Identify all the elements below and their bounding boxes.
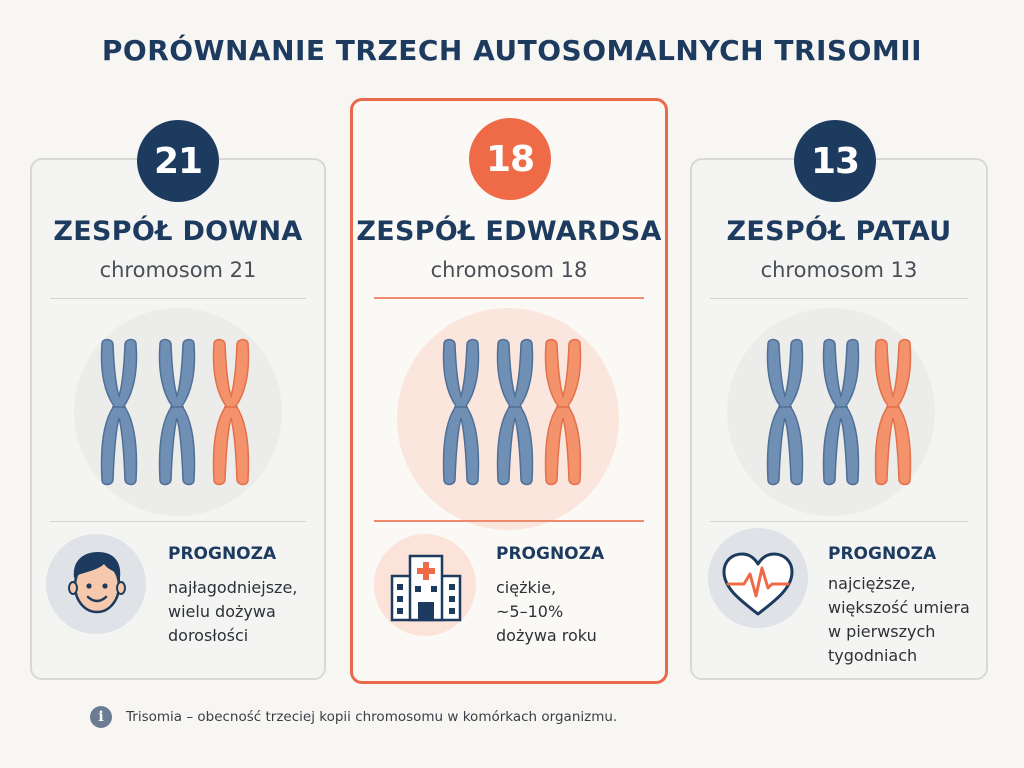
- divider: [374, 297, 644, 299]
- chromosome-shape: [822, 338, 860, 486]
- syndrome-name: ZESPÓŁ DOWNA: [53, 216, 303, 247]
- chromosome-trio-13: [766, 338, 912, 486]
- prognosis-text: ciężkie, ~5–10% dożywa roku: [496, 576, 597, 648]
- prognosis-line: ciężkie,: [496, 578, 557, 597]
- prognosis-line: ~5–10%: [496, 602, 564, 621]
- info-icon: i: [90, 706, 112, 728]
- number-badge-21: 21: [137, 120, 219, 202]
- divider: [50, 521, 306, 522]
- chromosome-shape: [874, 338, 912, 486]
- chromosome-trio-18: [442, 338, 582, 486]
- chromosome-icon: [544, 338, 582, 486]
- chromosome-shape: [544, 338, 582, 486]
- syndrome-name: ZESPÓŁ EDWARDSA: [356, 216, 662, 247]
- divider: [710, 298, 968, 299]
- chromosome-icon: [158, 338, 196, 486]
- heart-pulse-icon: [722, 552, 794, 616]
- chromosome-shape: [100, 338, 138, 486]
- footnote-text: Trisomia – obecność trzeciej kopii chrom…: [126, 709, 618, 725]
- prognosis-label: PROGNOZA: [828, 544, 937, 564]
- chromosome-icon: [442, 338, 480, 486]
- chromosome-icon: [822, 338, 860, 486]
- smiling-face-icon: [68, 552, 126, 614]
- prognosis-line: najłagodniejsze,: [168, 578, 298, 597]
- chromosome-label: chromosom 18: [430, 258, 588, 282]
- prognosis-line: dożywa roku: [496, 626, 597, 645]
- chromosome-shape: [442, 338, 480, 486]
- chromosome-icon: [212, 338, 250, 486]
- chromosome-label: chromosom 21: [99, 258, 257, 282]
- divider: [710, 521, 968, 522]
- chromosome-label: chromosom 13: [760, 258, 918, 282]
- page-title: PORÓWNANIE TRZECH AUTOSOMALNYCH TRISOMII: [101, 34, 923, 67]
- chromosome-icon: [874, 338, 912, 486]
- prognosis-line: wielu dożywa: [168, 602, 276, 621]
- hospital-icon: [390, 554, 462, 622]
- divider: [50, 298, 306, 299]
- chromosome-icon: [766, 338, 804, 486]
- chromosome-shape: [496, 338, 534, 486]
- prognosis-label: PROGNOZA: [496, 544, 605, 564]
- prognosis-line: dorosłości: [168, 626, 249, 645]
- divider: [374, 520, 644, 522]
- footnote: i Trisomia – obecność trzeciej kopii chr…: [90, 706, 617, 728]
- prognosis-text: najcięższe, większość umiera w pierwszyc…: [828, 572, 970, 668]
- syndrome-name: ZESPÓŁ PATAU: [726, 216, 952, 247]
- chromosome-shape: [766, 338, 804, 486]
- number-badge-13: 13: [794, 120, 876, 202]
- prognosis-line: w pierwszych: [828, 622, 936, 641]
- chromosome-icon: [100, 338, 138, 486]
- chromosome-shape: [158, 338, 196, 486]
- prognosis-label: PROGNOZA: [168, 544, 277, 564]
- number-badge-18: 18: [469, 118, 551, 200]
- prognosis-text: najłagodniejsze, wielu dożywa dorosłości: [168, 576, 297, 648]
- prognosis-line: najcięższe,: [828, 574, 916, 593]
- chromosome-trio-21: [100, 338, 250, 486]
- chromosome-shape: [212, 338, 250, 486]
- chromosome-icon: [496, 338, 534, 486]
- prognosis-line: większość umiera: [828, 598, 970, 617]
- prognosis-line: tygodniach: [828, 646, 918, 665]
